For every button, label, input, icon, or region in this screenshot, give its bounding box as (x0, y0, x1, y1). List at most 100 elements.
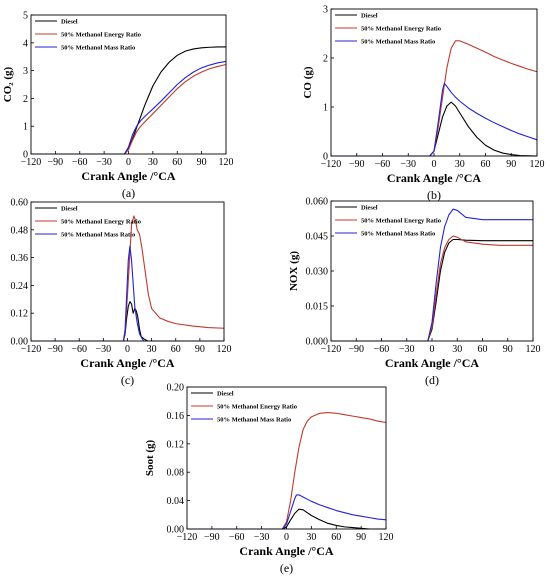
panel-label: (a) (122, 186, 135, 200)
series-line-diesel (331, 101, 538, 157)
x-tick-label: −60 (374, 344, 390, 355)
x-axis-label: Crank Angle /°CA (385, 356, 479, 370)
panel-b: −120 −90 −60 −30 0 30 60 90 120 0 1 2 3 Crank Angle /… (302, 5, 545, 203)
y-tick-label: 2 (23, 94, 28, 105)
series-line-diesel (31, 46, 226, 155)
panel-d: −120 −90 −60 −30 0 30 60 90 120 0.000 0.015 0.030 0.… (288, 197, 541, 388)
y-axis-label: CO (g) (302, 66, 314, 98)
y-tick-label: 0.000 (306, 337, 329, 348)
x-tick-label: 60 (481, 159, 491, 170)
y-tick-label: 0.04 (167, 496, 185, 507)
x-tick-label: 30 (452, 344, 462, 355)
panel-c: −120 −90 −60 −30 0 30 60 90 120 0.00 0.12 0.24 0.36 0… (11, 198, 232, 388)
y-tick-label: 0.20 (167, 383, 185, 394)
y-tick-label: 0.08 (167, 468, 185, 479)
y-axis-label: NOX (g) (288, 251, 300, 291)
series-line-energy-ratio (31, 215, 225, 342)
legend-label: Diesel (61, 205, 78, 212)
x-tick-label: 60 (171, 344, 181, 355)
y-tick-label: 0.015 (306, 302, 329, 313)
series-line-mass-ratio (187, 494, 387, 530)
x-tick-label: −120 (321, 344, 342, 355)
y-tick-label: 0.60 (11, 198, 29, 209)
x-tick-label: 120 (379, 532, 394, 543)
x-tick-label: 90 (506, 159, 516, 170)
y-tick-label: 0.060 (306, 197, 329, 208)
panel-label: (c) (121, 373, 134, 387)
x-tick-label: 0 (284, 532, 289, 543)
x-tick-label: −30 (96, 157, 112, 168)
legend-label: 50% Methanol Energy Ratio (217, 403, 297, 410)
series-line-energy-ratio (31, 63, 227, 155)
x-tick-label: 30 (455, 159, 465, 170)
panel-a: −120 −90 −60 −30 0 30 60 90 120 0 1 2 3 4 5 Crank Angle… (2, 11, 234, 201)
x-tick-label: −120 (21, 344, 42, 355)
panel-label: (b) (427, 188, 441, 202)
y-tick-label: 3 (23, 66, 28, 77)
x-tick-label: −60 (229, 532, 245, 543)
legend-label: 50% Methanol Energy Ratio (61, 31, 141, 38)
x-tick-label: 120 (219, 157, 234, 168)
y-tick-label: 3 (323, 5, 328, 16)
legend-label: 50% Methanol Mass Ratio (361, 38, 435, 45)
legend-label: 50% Methanol Energy Ratio (361, 25, 441, 32)
x-tick-label: 120 (526, 344, 541, 355)
x-tick-label: −90 (47, 344, 63, 355)
x-tick-label: 90 (503, 344, 513, 355)
y-tick-label: 0 (323, 152, 328, 163)
x-tick-label: 30 (306, 532, 316, 543)
series-line-diesel (187, 508, 386, 530)
y-tick-label: 1 (323, 103, 328, 114)
x-axis-label: Crank Angle /°CA (81, 169, 175, 183)
x-axis-label: Crank Angle /°CA (80, 356, 174, 370)
x-tick-label: 0 (126, 157, 131, 168)
series-line-mass-ratio (331, 82, 538, 157)
x-tick-label: 90 (195, 344, 205, 355)
legend-label: Diesel (61, 18, 78, 25)
x-tick-label: 60 (172, 157, 182, 168)
y-tick-label: 0.00 (167, 525, 185, 536)
series-line-mass-ratio (331, 208, 533, 342)
series-line-energy-ratio (331, 40, 538, 157)
legend-label: 50% Methanol Mass Ratio (361, 230, 435, 237)
y-axis-label: Soot (g) (144, 439, 156, 476)
legend-label: 50% Methanol Mass Ratio (61, 231, 135, 238)
x-tick-label: −120 (21, 157, 42, 168)
x-tick-label: 90 (197, 157, 207, 168)
x-tick-label: −120 (321, 159, 342, 170)
x-tick-label: −60 (71, 344, 87, 355)
x-axis-label: Crank Angle /°CA (239, 544, 333, 558)
legend-label: Diesel (361, 12, 378, 19)
series-line-mass-ratio (31, 60, 227, 155)
x-tick-label: −120 (177, 532, 198, 543)
y-tick-label: 0.16 (167, 411, 185, 422)
y-tick-label: 5 (23, 11, 28, 22)
y-tick-label: 2 (323, 54, 328, 65)
x-tick-label: −30 (399, 344, 415, 355)
y-tick-label: 1 (23, 122, 28, 133)
x-tick-label: 90 (356, 532, 366, 543)
x-tick-label: −90 (348, 344, 364, 355)
x-tick-label: 30 (148, 157, 158, 168)
y-tick-label: 0 (23, 150, 28, 161)
x-tick-label: −90 (349, 159, 365, 170)
y-axis-label: CO₂ (g) (2, 66, 14, 102)
y-tick-label: 4 (23, 38, 28, 49)
y-tick-label: 0.36 (11, 253, 29, 264)
y-tick-label: 0.24 (11, 281, 29, 292)
x-tick-label: 120 (217, 344, 232, 355)
legend-label: 50% Methanol Mass Ratio (61, 44, 135, 51)
series-line-diesel (31, 301, 224, 342)
y-tick-label: 0.48 (11, 225, 29, 236)
legend-label: 50% Methanol Energy Ratio (61, 218, 141, 225)
x-axis-label: Crank Angle /°CA (387, 171, 481, 185)
x-tick-label: −90 (48, 157, 64, 168)
y-tick-label: 0.030 (306, 267, 329, 278)
series-line-energy-ratio (331, 235, 533, 342)
legend-label: Diesel (217, 390, 234, 397)
y-tick-label: 0.12 (167, 439, 185, 450)
x-tick-label: 0 (125, 344, 130, 355)
x-tick-label: −90 (204, 532, 220, 543)
panel-e: −120 −90 −60 −30 0 30 60 90 120 0.00 0.04 0.08 0.12 0… (144, 383, 394, 576)
